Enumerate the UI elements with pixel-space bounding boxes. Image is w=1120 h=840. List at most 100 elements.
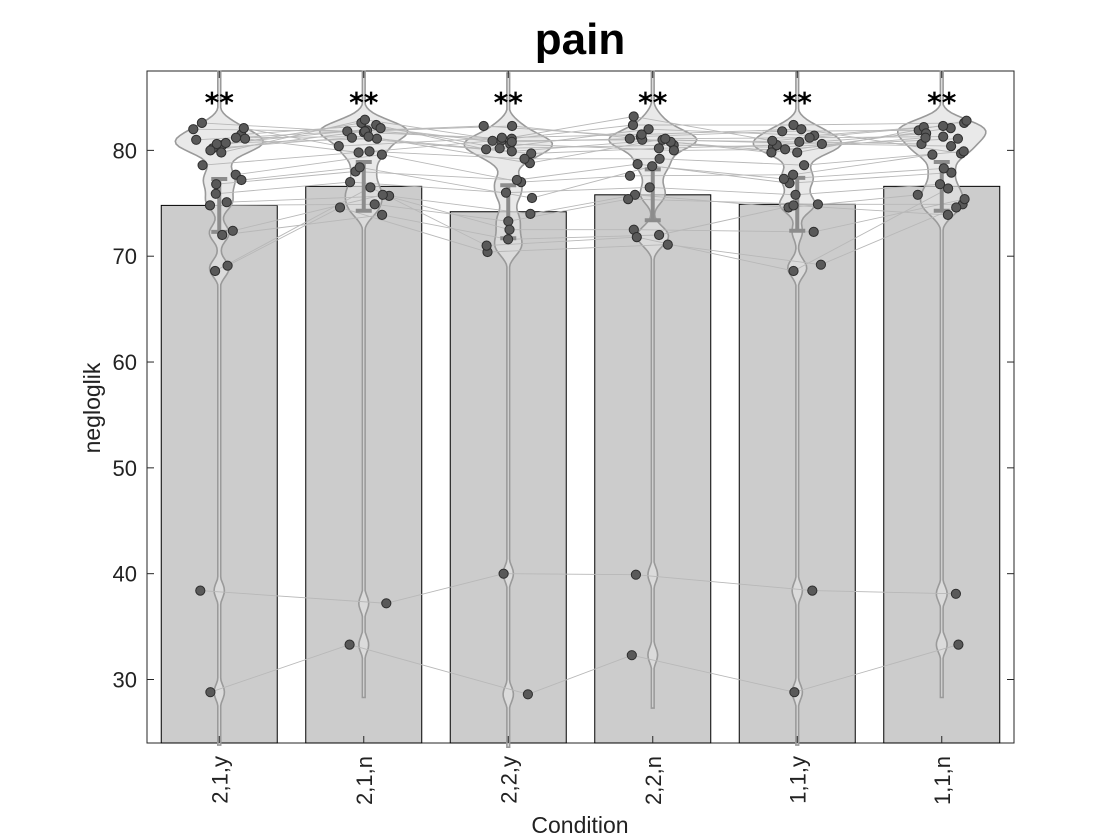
data-point-2,1,y <box>222 260 233 271</box>
violins <box>174 70 987 748</box>
subject-line <box>216 163 952 185</box>
data-point-1,1,n <box>950 588 962 599</box>
data-point-2,1,y <box>236 174 247 186</box>
data-point-2,2,y <box>504 224 515 235</box>
y-tick-label: 70 <box>113 244 137 269</box>
data-point-1,1,n <box>953 639 964 650</box>
subject-points <box>188 111 972 700</box>
subject-line <box>215 181 941 196</box>
data-point-2,2,n <box>624 170 636 181</box>
data-point-1,1,y <box>766 147 777 158</box>
data-point-2,2,n <box>662 239 673 250</box>
violin-2,2,y <box>463 72 554 748</box>
data-point-2,2,y <box>526 192 538 204</box>
data-point-1,1,n <box>946 167 957 178</box>
data-point-2,1,n <box>364 146 375 157</box>
data-point-2,1,n <box>377 189 388 200</box>
data-point-2,2,n <box>653 143 665 154</box>
data-point-1,1,n <box>961 115 972 126</box>
violin-1,1,y <box>752 71 843 746</box>
data-point-2,2,n <box>643 124 654 135</box>
data-point-2,2,y <box>503 234 514 245</box>
data-point-2,2,y <box>494 143 505 154</box>
data-point-2,1,y <box>197 160 208 171</box>
data-point-1,1,y <box>790 189 801 200</box>
data-point-2,1,y <box>211 179 222 190</box>
data-point-1,1,n <box>943 183 954 194</box>
data-point-1,1,y <box>792 147 803 158</box>
data-point-2,2,y <box>506 146 517 157</box>
y-tick-label: 40 <box>113 562 137 587</box>
data-point-1,1,n <box>951 202 962 213</box>
significance-2,2,n: ** <box>638 86 668 119</box>
data-point-2,1,y <box>210 265 221 277</box>
data-point-1,1,n <box>958 146 969 157</box>
data-point-1,1,y <box>788 200 799 211</box>
data-point-2,1,y <box>195 585 206 596</box>
subject-line <box>227 207 957 267</box>
data-point-2,1,n <box>377 209 388 220</box>
y-axis-label: negloglik <box>79 362 105 453</box>
data-point-2,2,n <box>644 182 655 193</box>
violin-1,1,n <box>897 70 987 699</box>
significance-1,1,n: ** <box>927 86 957 119</box>
subject-line <box>214 186 949 272</box>
violin-2,1,y <box>174 70 265 746</box>
subject-line <box>210 125 951 153</box>
data-point-2,1,n <box>333 141 344 152</box>
data-point-2,2,n <box>626 650 637 661</box>
data-point-2,2,n <box>623 194 634 205</box>
data-point-2,2,y <box>526 148 537 159</box>
data-point-1,1,y <box>789 687 800 698</box>
data-point-2,2,y <box>511 174 523 186</box>
data-point-2,1,y <box>188 124 199 135</box>
axes-box <box>146 70 1015 744</box>
data-point-2,2,y <box>496 132 507 143</box>
data-point-2,1,n <box>375 123 386 134</box>
data-point-2,2,n <box>630 569 642 580</box>
data-point-2,2,n <box>627 119 639 131</box>
significance-1,1,y: ** <box>783 86 813 119</box>
x-tick-label-1,1,n: 1,1,n <box>930 756 955 805</box>
data-point-2,1,y <box>205 145 216 156</box>
data-point-1,1,y <box>807 585 818 596</box>
data-point-1,1,y <box>812 199 824 210</box>
data-point-1,1,y <box>788 119 799 131</box>
significance-markers: ** ** ** ** ** ** <box>205 86 957 119</box>
data-point-2,2,y <box>478 120 489 132</box>
data-point-2,1,n <box>371 133 382 144</box>
data-point-2,1,n <box>344 639 355 650</box>
data-point-1,1,n <box>912 189 923 200</box>
data-point-2,2,y <box>500 187 512 198</box>
x-tick-label-2,2,y: 2,2,y <box>496 756 521 804</box>
data-point-2,1,n <box>369 199 380 210</box>
data-point-1,1,y <box>808 226 819 237</box>
data-point-2,1,n <box>334 202 346 213</box>
y-tick-label: 60 <box>113 350 137 375</box>
data-point-2,2,y <box>525 208 536 219</box>
data-point-1,1,n <box>938 163 949 174</box>
data-point-2,1,y <box>217 229 228 241</box>
data-point-2,1,y <box>204 200 216 211</box>
data-point-1,1,y <box>796 124 807 135</box>
subject-line <box>235 136 944 164</box>
violin-2,1,n <box>318 70 409 699</box>
data-point-2,1,y <box>238 123 249 134</box>
subject-line <box>243 127 962 154</box>
subject-line <box>232 194 965 233</box>
x-tick-label-2,1,y: 2,1,y <box>207 756 232 804</box>
data-point-2,1,y <box>216 147 227 158</box>
data-point-2,1,y <box>227 225 238 236</box>
data-point-2,2,y <box>481 240 492 251</box>
data-point-1,1,y <box>778 173 790 184</box>
data-point-2,1,n <box>381 598 392 609</box>
significance-2,1,y: ** <box>205 86 235 119</box>
data-point-2,2,n <box>632 159 643 170</box>
data-point-2,1,n <box>376 149 387 160</box>
data-point-2,2,y <box>506 136 517 147</box>
data-point-1,1,n <box>946 141 957 152</box>
data-point-2,2,n <box>636 129 647 140</box>
data-point-2,2,n <box>660 133 671 144</box>
data-point-2,1,y <box>220 137 231 149</box>
